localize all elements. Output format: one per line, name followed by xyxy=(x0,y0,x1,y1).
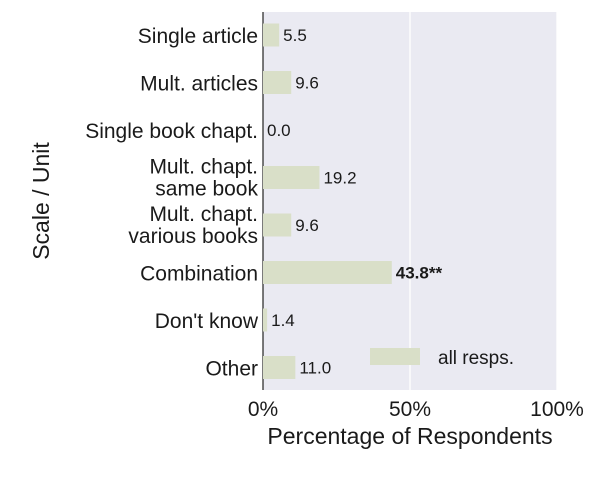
category-label: Single article xyxy=(138,25,258,48)
data-label: 19.2 xyxy=(323,169,356,188)
x-tick-label: 50% xyxy=(389,398,431,421)
category-label: Other xyxy=(205,358,258,381)
x-tick-label: 100% xyxy=(530,398,584,421)
legend: all resps. xyxy=(370,348,514,369)
grid-lines xyxy=(409,12,558,390)
legend-label: all resps. xyxy=(438,348,514,369)
data-label: 11.0 xyxy=(299,359,331,378)
category-label: Mult. chapt. various books xyxy=(128,203,258,248)
data-label: 5.5 xyxy=(283,26,307,45)
bar xyxy=(263,261,392,284)
bar xyxy=(263,213,292,237)
bar xyxy=(263,23,280,47)
x-tick-labels: 0% 50% 100% xyxy=(248,398,584,421)
legend-swatch xyxy=(370,348,420,365)
category-label: Don't know xyxy=(155,310,259,333)
category-label: Mult. articles xyxy=(140,73,258,96)
bars: 5.5 9.6 0.0 19.2 9.6 43.8** 1.4 11.0 xyxy=(263,23,443,379)
data-label: 0.0 xyxy=(267,121,291,140)
x-axis-title: Percentage of Respondents xyxy=(267,423,552,449)
category-labels: Single article Mult. articles Single book … xyxy=(85,25,259,381)
data-label: 9.6 xyxy=(295,74,319,93)
category-label: Combination xyxy=(140,263,258,286)
data-label: 9.6 xyxy=(295,216,319,235)
data-label: 43.8** xyxy=(396,264,443,283)
data-label: 1.4 xyxy=(271,311,295,330)
x-tick-label: 0% xyxy=(248,398,278,421)
bar xyxy=(263,308,268,332)
bar xyxy=(263,166,320,189)
bar xyxy=(263,71,292,94)
category-label: Single book chapt. xyxy=(85,120,258,143)
category-label: Mult. chapt. same book xyxy=(149,156,258,201)
y-axis-title: Scale / Unit xyxy=(28,142,54,260)
bar xyxy=(263,356,296,379)
